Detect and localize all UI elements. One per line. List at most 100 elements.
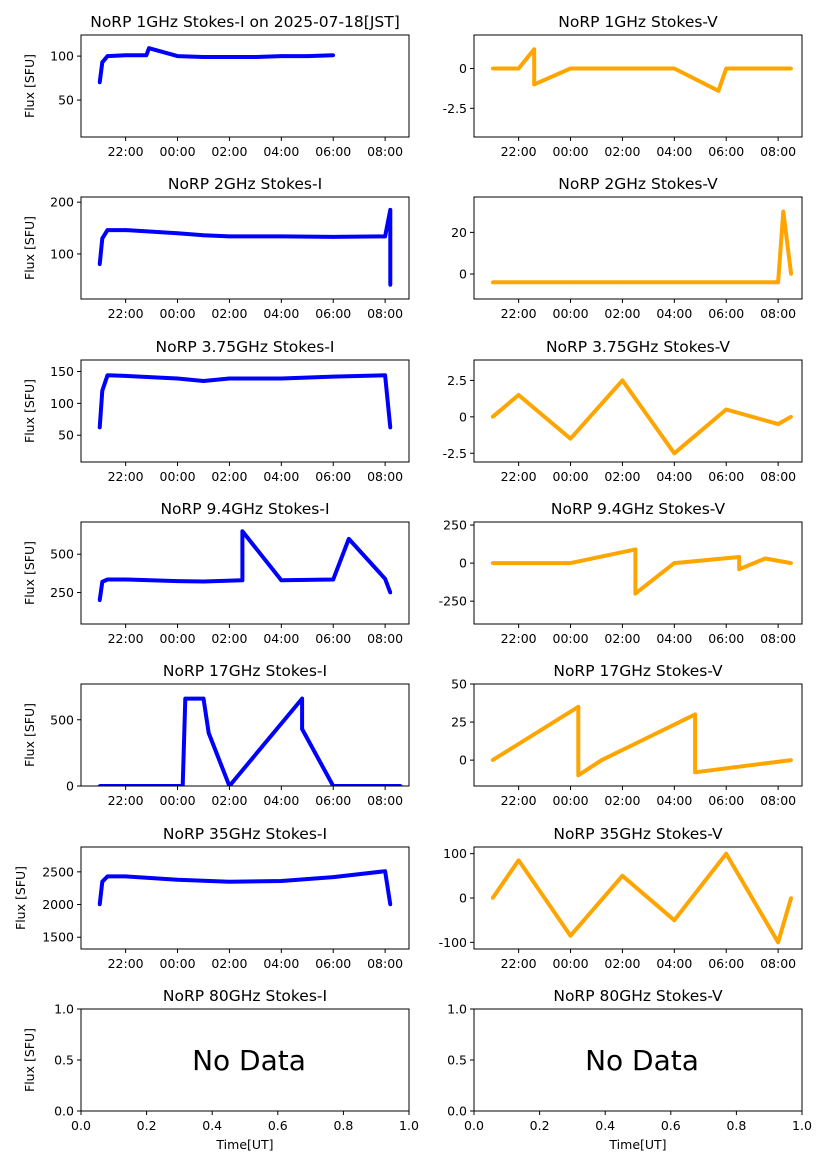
y-tick-label: 250 (443, 518, 467, 533)
series-group (490, 209, 794, 285)
y-tick-label: -250 (439, 594, 467, 609)
y-axis-label: Flux [SFU] (22, 703, 37, 767)
y-tick-label: 200 (50, 195, 74, 210)
data-point (201, 55, 206, 59)
x-tick-label: 00:00 (160, 793, 196, 808)
data-point (227, 879, 232, 884)
series-group (97, 373, 393, 430)
x-tick-label: 0.0 (71, 1118, 91, 1133)
y-axis-label: Flux [SFU] (22, 541, 37, 605)
x-tick-label: 22:00 (501, 144, 537, 159)
series-line (97, 373, 393, 428)
x-tick-label: 00:00 (160, 956, 196, 971)
data-point (490, 280, 495, 285)
data-point (737, 567, 741, 571)
panel-title: NoRP 2GHz Stokes-I (168, 175, 322, 193)
data-point (576, 773, 581, 778)
y-tick-label: 0.0 (447, 1104, 467, 1119)
x-tick-label: 02:00 (604, 956, 640, 971)
x-tick-label: 00:00 (553, 956, 589, 971)
x-tick-label: 02:00 (604, 793, 640, 808)
panel-title: NoRP 35GHz Stokes-I (163, 825, 327, 843)
series-group (97, 529, 393, 602)
x-tick-label: 04:00 (656, 306, 692, 321)
x-tick-label: 04:00 (263, 144, 299, 159)
panel-v4: NoRP 9.4GHz Stokes-V 22:00 00:00 02:00 04:00… (439, 500, 803, 646)
plot-frame (473, 521, 803, 625)
panel-v2: NoRP 2GHz Stokes-V 22:00 00:00 02:00 04:00 06… (451, 175, 803, 321)
data-point (100, 60, 105, 65)
x-tick-label: 08:00 (367, 631, 403, 646)
data-point (105, 373, 110, 378)
x-tick-label: 08:00 (760, 793, 796, 808)
data-point (300, 727, 304, 731)
x-tick-label: 02:00 (211, 144, 247, 159)
data-point (105, 54, 110, 58)
data-point (620, 874, 625, 878)
data-point (100, 236, 105, 241)
panel-i2: NoRP 2GHz Stokes-I 22:00 00:00 02:00 04:00 06… (22, 175, 410, 321)
y-tick-label: 1500 (42, 930, 74, 945)
y-axis-label: Flux [SFU] (22, 54, 37, 118)
x-tick-label: 08:00 (367, 793, 403, 808)
x-tick-label: 08:00 (760, 469, 796, 484)
series-line (491, 851, 794, 945)
x-tick-label: 06:00 (708, 631, 744, 646)
data-point (183, 696, 188, 701)
y-tick-label: -2.5 (443, 446, 467, 461)
x-tick-label: 00:00 (553, 144, 589, 159)
x-axis-label: Time[UT] (608, 1137, 666, 1152)
data-point (693, 712, 697, 717)
x-tick-label: 00:00 (160, 631, 196, 646)
x-tick-label: 06:00 (315, 631, 351, 646)
x-tick-label: 00:00 (553, 631, 589, 646)
panel-title: NoRP 17GHz Stokes-I (163, 662, 327, 680)
data-point (240, 578, 245, 583)
x-tick-label: 08:00 (760, 956, 796, 971)
x-tick-label: 02:00 (211, 631, 247, 646)
data-point (516, 280, 521, 285)
x-tick-label: 04:00 (656, 793, 692, 808)
data-point (227, 376, 232, 381)
data-point (490, 66, 495, 71)
data-point (123, 874, 128, 879)
y-tick-label: 50 (58, 428, 74, 443)
data-point (620, 378, 625, 383)
y-axis-label: Flux [SFU] (13, 866, 28, 930)
data-point (568, 280, 573, 285)
x-tick-label: 06:00 (708, 793, 744, 808)
data-point (279, 578, 284, 583)
y-tick-label: 0 (459, 556, 467, 571)
panel-title: NoRP 1GHz Stokes-V (558, 13, 718, 31)
data-point (331, 53, 336, 57)
x-tick-label: 02:00 (211, 469, 247, 484)
y-tick-label: 25 (451, 715, 467, 730)
panel-i1: NoRP 1GHz Stokes-I on 2025-07-18[JST] 22:… (22, 13, 410, 159)
no-data-text: No Data (192, 1044, 306, 1077)
x-tick-label: 06:00 (708, 144, 744, 159)
data-point (383, 373, 387, 378)
data-point (490, 561, 495, 565)
series-line (492, 209, 794, 285)
x-tick-label: 00:00 (553, 469, 589, 484)
series-line (491, 378, 793, 456)
x-tick-label: 1.0 (792, 1118, 812, 1133)
plot-frame (473, 359, 803, 463)
data-point (568, 66, 573, 71)
data-point (516, 858, 521, 863)
data-point (175, 231, 180, 235)
data-point (568, 933, 573, 938)
data-point (672, 561, 677, 565)
x-tick-label: 06:00 (708, 956, 744, 971)
x-tick-label: 00:00 (160, 144, 196, 159)
data-point (532, 82, 536, 87)
data-point (97, 902, 102, 907)
y-tick-label: 0.5 (54, 1053, 74, 1068)
data-point (105, 874, 110, 879)
y-tick-label: 1.0 (447, 1002, 467, 1017)
x-tick-label: 04:00 (656, 469, 692, 484)
x-tick-label: 22:00 (108, 144, 144, 159)
data-point (123, 374, 128, 378)
y-axis-label: Flux [SFU] (22, 216, 37, 280)
panel-v7: NoRP 80GHz Stokes-V 0.0 0.2 0.4 0.6 0.8 1.0 0.0… (447, 987, 812, 1152)
